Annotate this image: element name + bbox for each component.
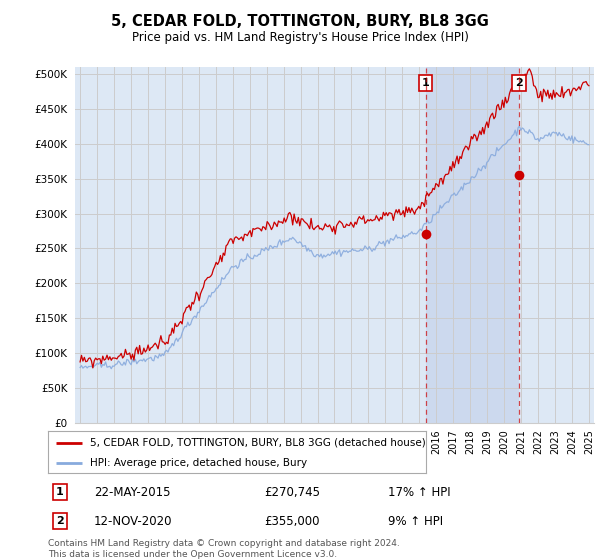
Text: 5, CEDAR FOLD, TOTTINGTON, BURY, BL8 3GG: 5, CEDAR FOLD, TOTTINGTON, BURY, BL8 3GG [111, 14, 489, 29]
Text: Contains HM Land Registry data © Crown copyright and database right 2024.
This d: Contains HM Land Registry data © Crown c… [48, 539, 400, 559]
Text: 1: 1 [56, 487, 64, 497]
Text: 12-NOV-2020: 12-NOV-2020 [94, 515, 172, 528]
Text: £270,745: £270,745 [264, 486, 320, 499]
Text: £355,000: £355,000 [264, 515, 320, 528]
Text: 22-MAY-2015: 22-MAY-2015 [94, 486, 170, 499]
Text: HPI: Average price, detached house, Bury: HPI: Average price, detached house, Bury [89, 458, 307, 468]
Bar [426, 67, 519, 423]
Text: 2: 2 [515, 78, 523, 88]
Text: 5, CEDAR FOLD, TOTTINGTON, BURY, BL8 3GG (detached house): 5, CEDAR FOLD, TOTTINGTON, BURY, BL8 3GG… [89, 438, 425, 448]
Text: Price paid vs. HM Land Registry's House Price Index (HPI): Price paid vs. HM Land Registry's House … [131, 31, 469, 44]
Text: 1: 1 [422, 78, 430, 88]
Text: 2: 2 [56, 516, 64, 526]
Text: 9% ↑ HPI: 9% ↑ HPI [388, 515, 443, 528]
Text: 17% ↑ HPI: 17% ↑ HPI [388, 486, 451, 499]
